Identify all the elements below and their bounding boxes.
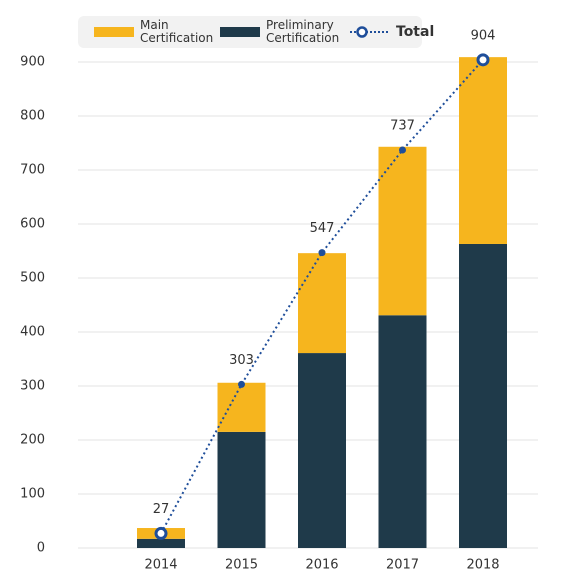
- bar: [298, 353, 346, 548]
- bar: [459, 243, 507, 549]
- legend-item: Main Certification: [94, 19, 214, 45]
- legend-label: Main Certification: [140, 18, 214, 45]
- legend-swatch: [94, 27, 134, 37]
- y-tick-label: 0: [37, 541, 45, 556]
- data-label: 547: [310, 221, 335, 236]
- bar: [217, 382, 266, 432]
- legend-label: Total: [396, 24, 435, 40]
- total-marker: [476, 53, 490, 67]
- y-tick-label: 200: [20, 433, 45, 448]
- bar: [217, 431, 266, 548]
- y-tick-label: 400: [20, 325, 45, 340]
- x-tick-label: 2015: [225, 558, 258, 573]
- data-label: 737: [390, 119, 415, 134]
- data-label: 303: [229, 353, 254, 368]
- y-tick-label: 600: [20, 217, 45, 232]
- legend-label: Preliminary Certification: [266, 18, 340, 45]
- legend: Main Certification Preliminary Certifica…: [78, 16, 434, 48]
- total-marker: [318, 249, 326, 257]
- data-label: 904: [471, 28, 496, 43]
- legend-marker: [356, 26, 368, 38]
- total-marker: [154, 526, 168, 540]
- bar: [298, 253, 346, 354]
- bar: [378, 315, 427, 548]
- bar: [459, 57, 507, 244]
- y-tick-label: 300: [20, 379, 45, 394]
- total-marker: [238, 380, 245, 388]
- legend-item: Preliminary Certification: [220, 19, 346, 45]
- bar: [137, 538, 185, 548]
- y-tick-label: 100: [20, 487, 45, 502]
- y-tick-label: 800: [20, 109, 45, 124]
- x-tick-label: 2014: [144, 558, 177, 573]
- total-marker: [399, 146, 406, 154]
- bar: [378, 146, 427, 316]
- x-tick-label: 2016: [305, 558, 338, 573]
- y-tick-label: 700: [20, 163, 45, 178]
- x-tick-label: 2017: [386, 558, 419, 573]
- legend-swatch: [350, 26, 390, 38]
- legend-item: Total: [348, 24, 434, 40]
- y-tick-label: 900: [20, 55, 45, 70]
- legend-swatch: [220, 27, 260, 37]
- y-tick-label: 500: [20, 271, 45, 286]
- data-label: 27: [153, 502, 170, 517]
- x-tick-label: 2018: [466, 558, 499, 573]
